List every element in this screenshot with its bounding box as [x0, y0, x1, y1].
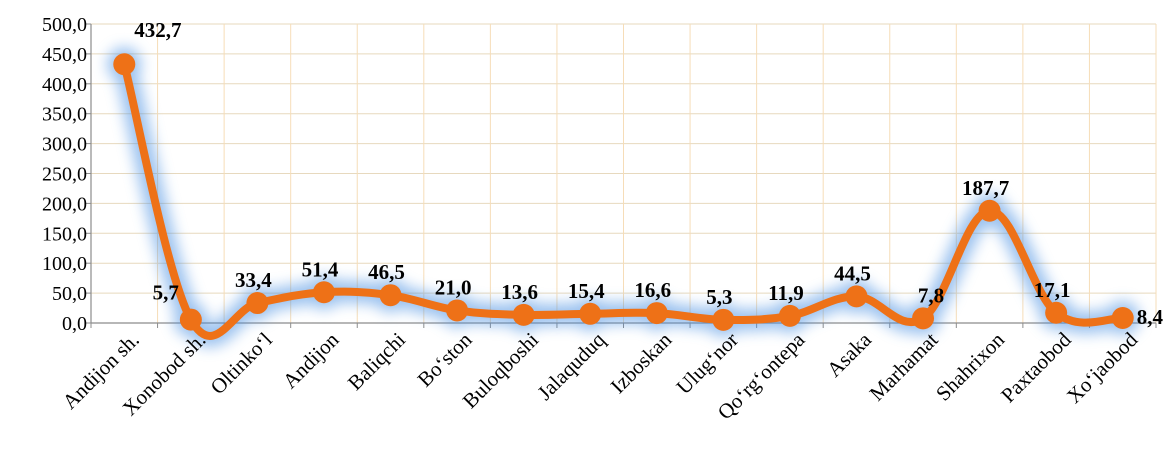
data-point: [113, 53, 136, 76]
data-point: [1045, 301, 1068, 324]
data-label: 8,4: [1137, 305, 1164, 329]
data-label: 13,6: [501, 280, 538, 304]
x-tick-label: Baliqchi: [343, 327, 410, 394]
data-label: 33,4: [235, 268, 272, 292]
x-tick-label: Bo‘ston: [413, 327, 477, 391]
data-label: 5,3: [706, 285, 732, 309]
data-label: 44,5: [834, 261, 871, 285]
y-tick-labels: 0,0 50,0 100,0 150,0 200,0 250,0 300,0 350,0 400…: [42, 14, 87, 335]
y-tick-label: 350,0: [42, 104, 87, 126]
y-tick-label: 300,0: [42, 134, 87, 156]
x-tick-label: Andijon: [278, 327, 344, 393]
x-tick-label: Izboskan: [606, 327, 677, 398]
data-point: [246, 292, 269, 315]
y-tick-label: 100,0: [42, 253, 87, 275]
data-labels: 432,7 5,7 33,4 51,4 46,5 21,0 13,6 15,4 16,6 5,3 1…: [134, 18, 1163, 329]
y-tick-label: 200,0: [42, 193, 87, 215]
data-label: 187,7: [962, 176, 1009, 200]
data-point: [1111, 306, 1134, 329]
x-tick-label: Asaka: [822, 327, 877, 382]
data-label: 432,7: [134, 18, 181, 42]
y-tick-label: 0,0: [62, 313, 87, 335]
data-point: [579, 302, 602, 325]
y-tick-label: 50,0: [52, 283, 87, 305]
y-tick-label: 500,0: [42, 14, 87, 36]
data-label: 51,4: [302, 257, 339, 281]
data-point: [179, 308, 202, 331]
data-label: 17,1: [1034, 278, 1071, 302]
data-point: [446, 299, 469, 322]
data-label: 21,0: [435, 275, 472, 299]
y-tick-label: 150,0: [42, 223, 87, 245]
y-tick-label: 400,0: [42, 74, 87, 96]
y-tick-label: 250,0: [42, 164, 87, 186]
data-point: [512, 303, 535, 326]
data-label: 5,7: [153, 281, 179, 305]
data-label: 15,4: [568, 279, 605, 303]
x-tick-label: Jalaquduq: [533, 327, 611, 405]
markers: [113, 53, 1134, 331]
data-point: [912, 307, 935, 330]
data-point: [645, 302, 668, 325]
x-tick-label: Xo‘jaobod: [1062, 327, 1143, 408]
x-tick-label: Shahrixon: [931, 327, 1009, 405]
data-point: [379, 284, 402, 307]
x-tick-label: Marhamat: [865, 327, 943, 405]
data-point: [312, 281, 335, 304]
data-point: [712, 308, 735, 331]
data-label: 7,8: [918, 283, 944, 307]
data-label: 16,6: [634, 278, 671, 302]
data-label: 46,5: [368, 260, 405, 284]
y-tick-label: 450,0: [42, 44, 87, 66]
data-point: [978, 199, 1001, 222]
data-point: [845, 285, 868, 308]
data-label: 11,9: [768, 281, 804, 305]
data-point: [778, 304, 801, 327]
x-tick-label: Paxtaobod: [996, 327, 1076, 407]
